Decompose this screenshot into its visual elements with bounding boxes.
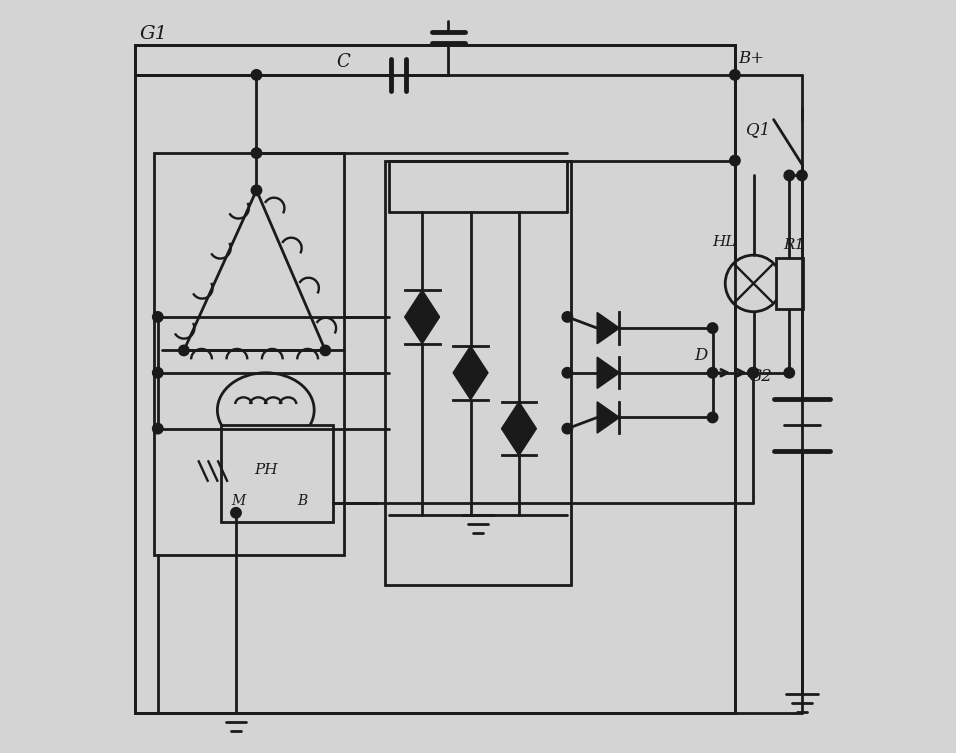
Circle shape <box>562 423 573 434</box>
Circle shape <box>707 367 718 378</box>
Circle shape <box>707 412 718 422</box>
Circle shape <box>153 312 163 322</box>
Text: B+: B+ <box>739 50 765 68</box>
Circle shape <box>320 345 331 355</box>
Text: B: B <box>297 494 307 508</box>
Circle shape <box>179 345 189 355</box>
Ellipse shape <box>217 373 315 447</box>
Text: Q1: Q1 <box>746 121 771 139</box>
Text: C: C <box>337 53 350 72</box>
Circle shape <box>796 170 807 181</box>
Polygon shape <box>404 317 440 343</box>
Bar <box>221 425 333 522</box>
Text: G1: G1 <box>140 25 167 43</box>
Bar <box>154 153 344 555</box>
Circle shape <box>562 312 573 322</box>
Circle shape <box>784 367 794 378</box>
Circle shape <box>153 367 163 378</box>
Polygon shape <box>598 402 619 433</box>
Text: D: D <box>694 347 707 364</box>
Bar <box>136 45 735 713</box>
Text: HL: HL <box>712 235 736 249</box>
Circle shape <box>562 367 573 378</box>
Polygon shape <box>502 402 536 428</box>
Circle shape <box>251 185 262 196</box>
Text: M: M <box>231 494 246 508</box>
Text: R1: R1 <box>783 238 805 252</box>
Circle shape <box>729 155 740 166</box>
Bar <box>136 45 735 713</box>
Bar <box>385 160 571 585</box>
Circle shape <box>466 367 476 378</box>
Circle shape <box>230 508 241 518</box>
Polygon shape <box>598 357 619 389</box>
Text: PH: PH <box>254 462 277 477</box>
Circle shape <box>729 70 740 80</box>
Polygon shape <box>453 346 488 373</box>
Circle shape <box>748 367 758 378</box>
Text: G2: G2 <box>749 368 772 386</box>
Circle shape <box>251 148 262 158</box>
Circle shape <box>726 255 782 312</box>
Circle shape <box>153 423 163 434</box>
Circle shape <box>417 312 427 322</box>
Polygon shape <box>453 373 488 400</box>
Polygon shape <box>502 428 536 456</box>
Circle shape <box>749 367 759 378</box>
Circle shape <box>784 170 794 181</box>
Circle shape <box>513 423 524 434</box>
Circle shape <box>251 70 262 80</box>
Circle shape <box>707 323 718 334</box>
Bar <box>776 258 803 309</box>
Polygon shape <box>598 312 619 343</box>
Polygon shape <box>404 290 440 317</box>
